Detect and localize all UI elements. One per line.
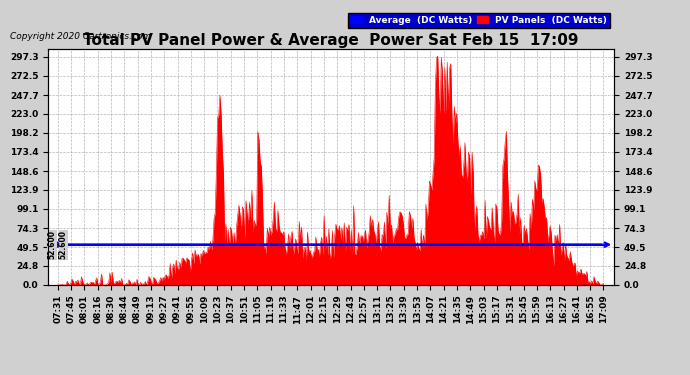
Text: 52.600: 52.600	[59, 230, 68, 259]
Text: 52.600: 52.600	[48, 230, 57, 259]
Legend: Average  (DC Watts), PV Panels  (DC Watts): Average (DC Watts), PV Panels (DC Watts)	[348, 13, 609, 27]
Text: Copyright 2020 Cartronics.com: Copyright 2020 Cartronics.com	[10, 32, 152, 41]
Title: Total PV Panel Power & Average  Power Sat Feb 15  17:09: Total PV Panel Power & Average Power Sat…	[83, 33, 579, 48]
